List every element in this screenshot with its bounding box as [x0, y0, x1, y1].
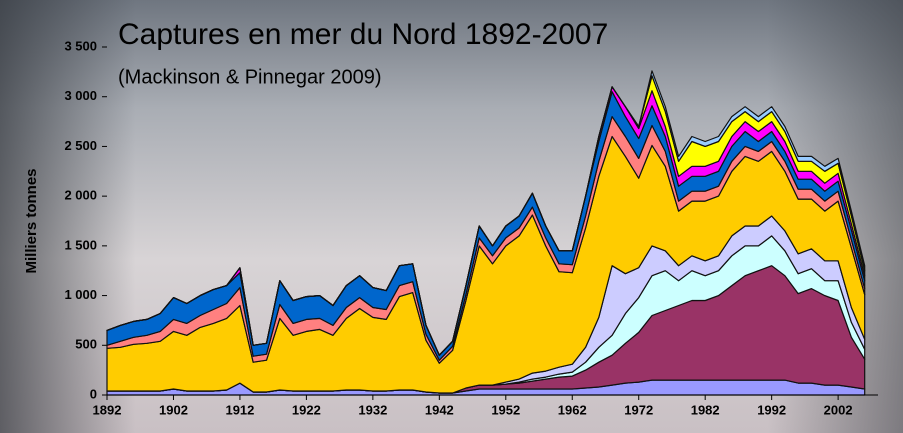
x-tick-label: 1962	[558, 402, 587, 417]
y-tick-label: 1 500	[64, 237, 97, 252]
y-axis-label: Milliers tonnes	[23, 168, 40, 273]
plot-area	[106, 70, 866, 396]
y-tick-label: 1 000	[64, 287, 97, 302]
x-tick-label: 1902	[159, 402, 188, 417]
x-tick-label: 1942	[425, 402, 454, 417]
x-tick-label: 1972	[624, 402, 653, 417]
x-tick-label: 1912	[225, 402, 254, 417]
x-tick-label: 1892	[93, 402, 122, 417]
x-tick-label: 1982	[691, 402, 720, 417]
y-tick-label: 3 000	[64, 88, 97, 103]
area	[106, 70, 866, 356]
y-tick-label: 3 500	[64, 38, 97, 53]
x-tick-label: 1992	[757, 402, 786, 417]
x-tick-label: 1932	[358, 402, 387, 417]
y-tick-label: 0	[90, 386, 97, 401]
x-tick-label: 2002	[824, 402, 853, 417]
x-tick-label: 1952	[491, 402, 520, 417]
chart-subtitle: (Mackinson & Pinnegar 2009)	[118, 66, 381, 88]
chart-title: Captures en mer du Nord 1892-2007	[118, 18, 608, 51]
y-tick-label: 500	[75, 337, 97, 352]
y-tick-label: 2 000	[64, 188, 97, 203]
y-tick-label: 2 500	[64, 138, 97, 153]
x-tick-label: 1922	[292, 402, 321, 417]
